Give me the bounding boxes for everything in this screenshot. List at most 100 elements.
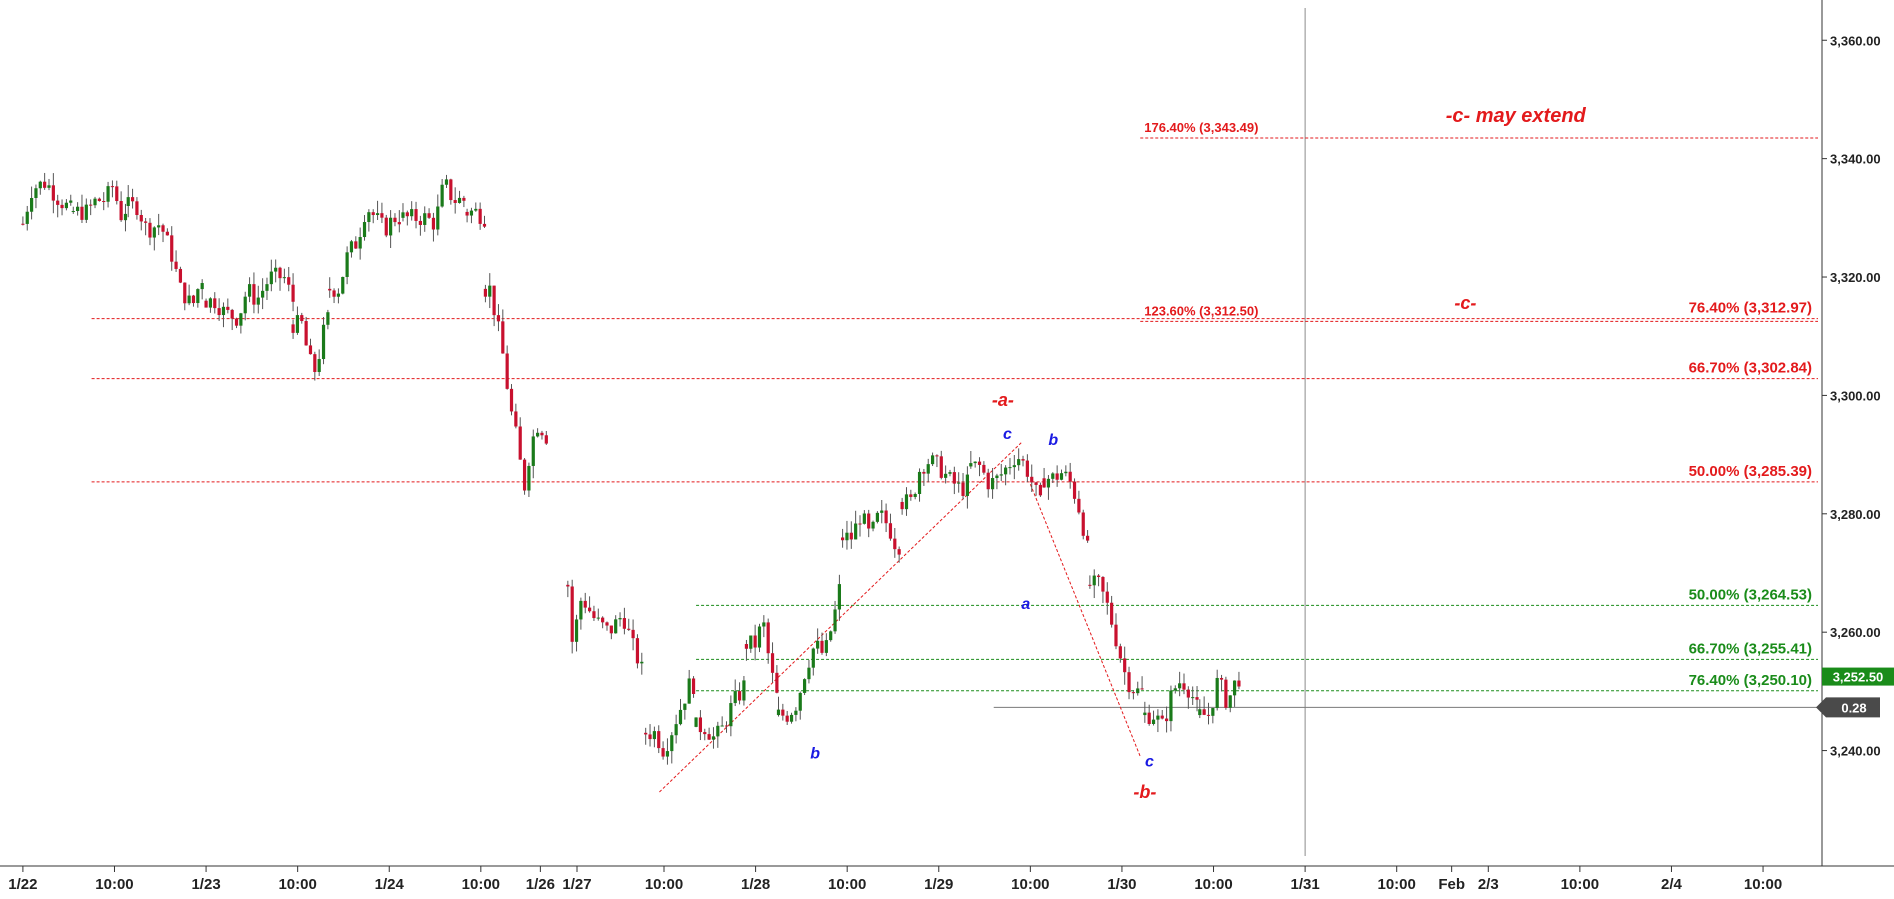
candle-down (1140, 688, 1144, 690)
candle-down (1186, 689, 1190, 698)
x-tick-label: 10:00 (1744, 876, 1782, 893)
candle-down (737, 691, 742, 701)
candle-down (1072, 481, 1077, 499)
candle-up (341, 276, 345, 294)
candle-up (1178, 683, 1182, 689)
candle-up (265, 284, 269, 291)
candle-down (496, 315, 501, 322)
candle-down (884, 510, 888, 524)
candle-down (935, 455, 939, 457)
candle-down (540, 432, 544, 436)
candle-up (321, 324, 326, 360)
candle-up (665, 751, 670, 757)
candle-up (436, 206, 440, 230)
y-tick-label: 3,340.00 (1830, 152, 1881, 167)
candle-down (135, 201, 139, 216)
candle-up (84, 204, 88, 220)
candle-up (1136, 688, 1140, 694)
candle-up (1191, 697, 1195, 699)
candle-up (1228, 695, 1232, 708)
y-tick-label: 3,360.00 (1830, 33, 1881, 48)
candle-up (269, 271, 273, 285)
x-tick-label: 10:00 (645, 876, 683, 893)
candle-down (583, 600, 587, 608)
x-tick-label: 1/23 (191, 876, 220, 893)
candle-down (781, 709, 785, 716)
candle-up (34, 188, 38, 198)
x-tick-label: 10:00 (1194, 876, 1232, 893)
candle-up (345, 252, 349, 277)
candle-down (213, 298, 217, 309)
candle-down (644, 732, 648, 735)
candle-down (622, 618, 626, 629)
candle-up (326, 312, 330, 325)
y-tick-label: 3,320.00 (1830, 270, 1881, 285)
y-tick-label: 3,300.00 (1830, 388, 1881, 403)
candle-down (174, 261, 178, 269)
candle-down (21, 223, 25, 225)
candle-down (601, 617, 605, 623)
candle-up (157, 225, 161, 228)
level-badge-label: 0.28 (1841, 700, 1866, 715)
candle-up (29, 197, 34, 212)
wave-label: -b- (1133, 782, 1156, 802)
candle-down (977, 461, 982, 465)
candle-down (724, 725, 729, 727)
candle-down (1025, 460, 1029, 477)
candle-up (990, 478, 995, 490)
wave-label: c (1003, 426, 1012, 443)
fib-label: 66.70% (3,302.84) (1689, 360, 1812, 377)
x-tick-label: 1/30 (1107, 876, 1136, 893)
candle-down (1219, 677, 1224, 680)
candle-down (635, 638, 640, 664)
candle-down (431, 217, 436, 230)
candle-down (291, 324, 295, 333)
candle-up (488, 285, 492, 297)
candle-down (1114, 624, 1118, 647)
candle-up (802, 679, 807, 693)
candle-up (375, 213, 380, 216)
candle-down (1237, 680, 1241, 687)
candle-up (1008, 467, 1012, 469)
candle-down (183, 282, 187, 304)
candle-up (816, 640, 820, 649)
candle-up (687, 678, 691, 704)
candle-down (332, 290, 336, 297)
candle-down (661, 748, 665, 757)
candle-up (152, 227, 156, 238)
candle-down (1123, 658, 1127, 673)
candle-up (618, 618, 622, 620)
candle-down (483, 288, 488, 297)
candle-down (80, 206, 84, 220)
candle-down (1224, 679, 1228, 708)
candle-up (854, 523, 858, 540)
fib-label: 50.00% (3,264.53) (1689, 586, 1812, 603)
candle-down (1085, 535, 1090, 541)
candle-down (698, 717, 703, 733)
candle-up (1173, 688, 1177, 691)
wave-label: b (1048, 432, 1058, 449)
candle-down (766, 622, 770, 654)
candle-down (56, 200, 60, 205)
fib-label: 76.40% (3,312.97) (1689, 300, 1812, 317)
candle-up (742, 680, 746, 701)
x-tick-label: Feb (1438, 876, 1465, 893)
fib-label: 123.60% (3,312.50) (1144, 303, 1258, 318)
candle-up (410, 209, 414, 217)
candle-up (200, 283, 204, 290)
candle-down (1131, 692, 1135, 694)
candle-up (640, 661, 644, 664)
candle-down (1118, 646, 1122, 659)
x-tick-label: 2/3 (1478, 876, 1499, 893)
candle-down (51, 185, 55, 201)
x-tick-label: 10:00 (828, 876, 866, 893)
candle-up (1151, 719, 1156, 724)
candle-up (196, 289, 200, 304)
candle-down (371, 212, 375, 216)
candle-up (221, 306, 226, 316)
candle-down (278, 267, 282, 279)
candle-up (794, 710, 798, 715)
candle-up (247, 284, 252, 297)
candle-up (349, 241, 354, 253)
candle-down (657, 731, 661, 749)
